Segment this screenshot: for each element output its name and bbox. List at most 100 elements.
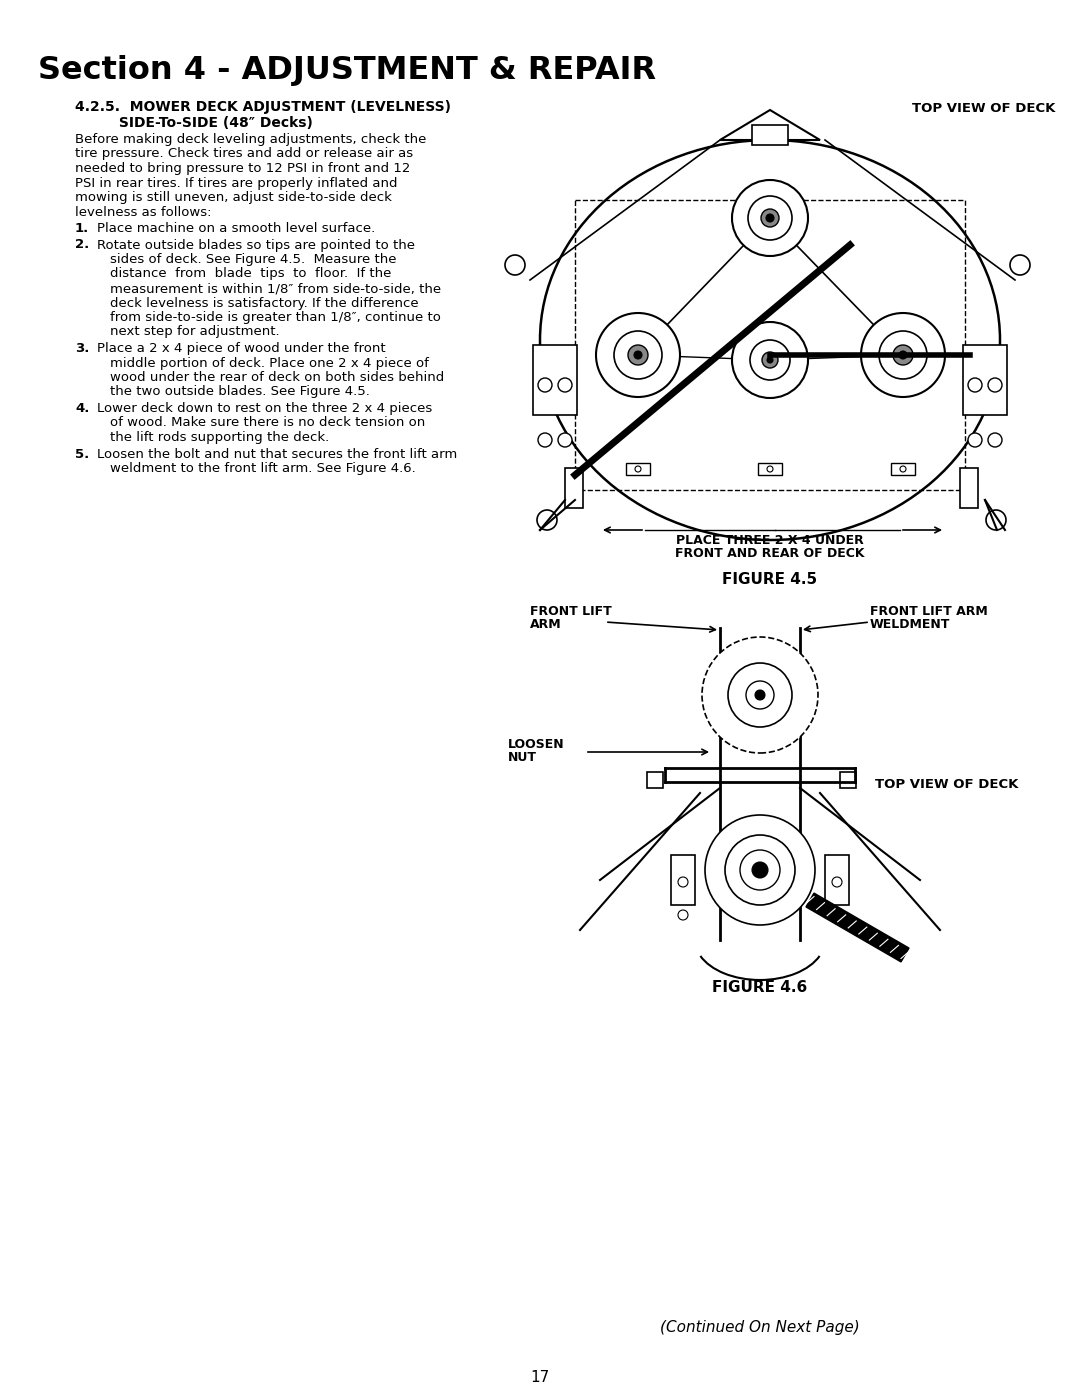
Circle shape [615,331,662,379]
Circle shape [988,379,1002,393]
Text: 1.: 1. [75,222,90,235]
Polygon shape [806,893,909,963]
FancyBboxPatch shape [647,773,663,788]
Circle shape [968,379,982,393]
Text: FRONT AND REAR OF DECK: FRONT AND REAR OF DECK [675,548,865,560]
Circle shape [750,339,789,380]
Text: ARM: ARM [530,617,562,631]
Circle shape [893,345,913,365]
Text: wood under the rear of deck on both sides behind: wood under the rear of deck on both side… [110,372,444,384]
Text: 2.: 2. [75,239,90,251]
Circle shape [702,637,818,753]
Circle shape [538,379,552,393]
Circle shape [752,862,768,877]
Circle shape [740,849,780,890]
Text: TOP VIEW OF DECK: TOP VIEW OF DECK [912,102,1055,115]
Circle shape [900,467,906,472]
Circle shape [732,180,808,256]
Text: 5.: 5. [75,447,90,461]
Text: measurement is within 1/8″ from side-to-side, the: measurement is within 1/8″ from side-to-… [110,282,441,295]
Text: sides of deck. See Figure 4.5.  Measure the: sides of deck. See Figure 4.5. Measure t… [110,253,396,265]
Circle shape [748,196,792,240]
Text: deck levelness is satisfactory. If the difference: deck levelness is satisfactory. If the d… [110,296,419,310]
Text: Section 4 - ADJUSTMENT & REPAIR: Section 4 - ADJUSTMENT & REPAIR [38,54,657,87]
Circle shape [558,433,572,447]
FancyBboxPatch shape [626,462,650,475]
FancyBboxPatch shape [671,855,696,905]
Circle shape [725,835,795,905]
Ellipse shape [540,140,1000,541]
FancyBboxPatch shape [960,468,978,509]
Circle shape [832,877,842,887]
FancyBboxPatch shape [534,345,577,415]
Text: levelness as follows:: levelness as follows: [75,205,212,218]
Circle shape [538,433,552,447]
Text: the lift rods supporting the deck.: the lift rods supporting the deck. [110,432,329,444]
Circle shape [728,664,792,726]
Text: Before making deck leveling adjustments, check the: Before making deck leveling adjustments,… [75,133,427,147]
Circle shape [767,358,773,363]
Text: FRONT LIFT ARM: FRONT LIFT ARM [870,605,988,617]
Text: Lower deck down to rest on the three 2 x 4 pieces: Lower deck down to rest on the three 2 x… [97,402,432,415]
Circle shape [537,510,557,529]
FancyBboxPatch shape [565,468,583,509]
Text: NUT: NUT [508,752,537,764]
FancyBboxPatch shape [825,855,849,905]
Circle shape [596,313,680,397]
Text: Place machine on a smooth level surface.: Place machine on a smooth level surface. [97,222,375,235]
Circle shape [899,351,907,359]
Text: tire pressure. Check tires and add or release air as: tire pressure. Check tires and add or re… [75,148,414,161]
Circle shape [832,909,842,921]
Text: of wood. Make sure there is no deck tension on: of wood. Make sure there is no deck tens… [110,416,426,429]
Circle shape [732,321,808,398]
Circle shape [879,331,927,379]
FancyBboxPatch shape [758,462,782,475]
Circle shape [861,313,945,397]
Circle shape [705,814,815,925]
Text: FIGURE 4.6: FIGURE 4.6 [713,981,808,995]
Text: PLACE THREE 2 X 4 UNDER: PLACE THREE 2 X 4 UNDER [676,534,864,548]
Text: (Continued On Next Page): (Continued On Next Page) [660,1320,860,1336]
Circle shape [635,467,642,472]
Text: Place a 2 x 4 piece of wood under the front: Place a 2 x 4 piece of wood under the fr… [97,342,386,355]
Text: LOOSEN: LOOSEN [508,738,565,752]
Circle shape [767,467,773,472]
Text: middle portion of deck. Place one 2 x 4 piece of: middle portion of deck. Place one 2 x 4 … [110,356,429,369]
Circle shape [986,510,1005,529]
Circle shape [746,680,774,710]
Text: 3.: 3. [75,342,90,355]
Text: the two outside blades. See Figure 4.5.: the two outside blades. See Figure 4.5. [110,386,369,398]
Text: Rotate outside blades so tips are pointed to the: Rotate outside blades so tips are pointe… [97,239,415,251]
Text: WELDMENT: WELDMENT [870,617,950,631]
Circle shape [1010,256,1030,275]
Text: 4.: 4. [75,402,90,415]
Text: TOP VIEW OF DECK: TOP VIEW OF DECK [875,778,1018,791]
Circle shape [627,345,648,365]
Circle shape [762,352,778,367]
Text: SIDE-To-SIDE (48″ Decks): SIDE-To-SIDE (48″ Decks) [75,116,313,130]
Text: FIGURE 4.5: FIGURE 4.5 [723,571,818,587]
Text: weldment to the front lift arm. See Figure 4.6.: weldment to the front lift arm. See Figu… [110,462,416,475]
Circle shape [755,690,765,700]
Circle shape [968,433,982,447]
Text: 17: 17 [530,1370,550,1384]
Circle shape [766,214,774,222]
Circle shape [558,379,572,393]
Text: PSI in rear tires. If tires are properly inflated and: PSI in rear tires. If tires are properly… [75,176,397,190]
Circle shape [634,351,642,359]
Circle shape [678,877,688,887]
Circle shape [505,256,525,275]
Text: mowing is still uneven, adjust side-to-side deck: mowing is still uneven, adjust side-to-s… [75,191,392,204]
Text: distance  from  blade  tips  to  floor.  If the: distance from blade tips to floor. If th… [110,267,391,281]
FancyBboxPatch shape [840,773,856,788]
FancyBboxPatch shape [963,345,1007,415]
Text: 4.2.5.  MOWER DECK ADJUSTMENT (LEVELNESS): 4.2.5. MOWER DECK ADJUSTMENT (LEVELNESS) [75,101,451,115]
FancyBboxPatch shape [752,124,788,145]
Text: next step for adjustment.: next step for adjustment. [110,326,280,338]
Text: needed to bring pressure to 12 PSI in front and 12: needed to bring pressure to 12 PSI in fr… [75,162,410,175]
FancyBboxPatch shape [891,462,915,475]
Text: from side-to-side is greater than 1/8″, continue to: from side-to-side is greater than 1/8″, … [110,312,441,324]
Circle shape [761,210,779,226]
Circle shape [988,433,1002,447]
Circle shape [678,909,688,921]
